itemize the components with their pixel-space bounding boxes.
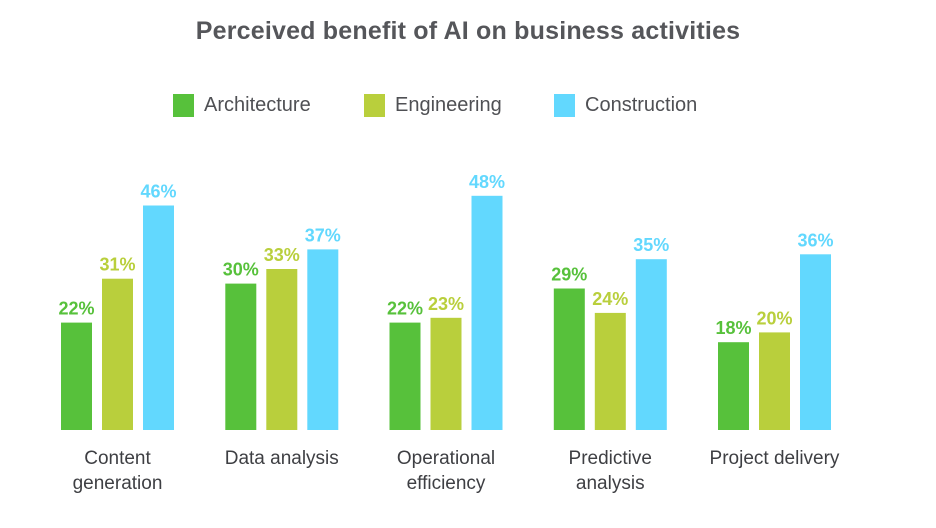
legend-item-construction: Construction	[554, 91, 697, 119]
legend-swatch-construction	[554, 93, 575, 117]
data-label-engineering-operational-efficiency: 23%	[428, 294, 464, 314]
category-label-line: Operational	[396, 448, 496, 469]
category-label-line: Predictive	[568, 448, 652, 469]
bar-architecture-content-generation	[61, 322, 92, 430]
bar-group-project-delivery: 18% 20% 36%	[715, 230, 834, 430]
legend-label-engineering: Engineering	[395, 93, 502, 116]
category-label-data-analysis: Data analysis	[202, 446, 362, 471]
chart-legend: Architecture Engineering Construction	[0, 91, 936, 119]
category-label-line: Content	[84, 448, 151, 469]
bar-engineering-operational-efficiency	[430, 317, 462, 430]
category-label-predictive-analysis: Predictive analysis	[530, 446, 690, 496]
bar-engineering-data-analysis	[266, 269, 298, 430]
bar-architecture-project-delivery	[718, 342, 749, 430]
category-label-line: Data analysis	[224, 448, 339, 469]
bar-group-data-analysis: 30%33%37%	[223, 225, 341, 430]
data-label-engineering-project-delivery: 20%	[756, 308, 792, 328]
category-label-line: generation	[72, 473, 163, 494]
bar-construction-project-delivery	[800, 254, 831, 430]
data-label-construction-project-delivery: 36%	[797, 230, 833, 250]
data-label-architecture-content-generation: 22%	[58, 299, 94, 319]
bar-construction-predictive-analysis	[635, 259, 667, 430]
bar-engineering-content-generation	[102, 278, 133, 430]
legend-item-architecture: Architecture	[173, 91, 311, 119]
data-label-construction-operational-efficiency: 48%	[469, 172, 505, 192]
data-label-architecture-project-delivery: 18%	[715, 318, 751, 338]
data-label-construction-predictive-analysis: 35%	[633, 235, 669, 255]
bar-construction-data-analysis	[307, 249, 339, 430]
legend-swatch-architecture	[173, 93, 194, 117]
data-label-architecture-data-analysis: 30%	[223, 260, 259, 280]
bar-engineering-predictive-analysis	[594, 312, 626, 430]
category-label-project-delivery: Project delivery	[695, 446, 855, 471]
bar-architecture-data-analysis	[225, 283, 257, 430]
bar-group-content-generation: 22% 31% 46%	[58, 182, 177, 430]
data-label-construction-content-generation: 46%	[140, 182, 176, 202]
legend-swatch-engineering	[364, 93, 385, 117]
data-label-engineering-data-analysis: 33%	[264, 245, 300, 265]
data-label-architecture-predictive-analysis: 29%	[551, 265, 587, 285]
bar-architecture-operational-efficiency	[389, 322, 421, 430]
data-label-engineering-predictive-analysis: 24%	[592, 289, 628, 309]
bar-group-predictive-analysis: 29%24% 35%	[551, 235, 669, 430]
data-label-engineering-content-generation: 31%	[99, 255, 135, 275]
category-label-line: efficiency	[406, 473, 486, 494]
chart-title: Perceived benefit of AI on business acti…	[195, 17, 741, 45]
category-label-operational-efficiency: Operational efficiency	[366, 446, 526, 496]
bar-group-operational-efficiency: 22% 23% 48%	[387, 172, 505, 430]
bar-construction-operational-efficiency	[471, 195, 503, 430]
category-label-line: Project delivery	[709, 448, 840, 469]
legend-label-construction: Construction	[585, 93, 698, 116]
legend-item-engineering: Engineering	[364, 91, 502, 119]
category-label-content-generation: Content generation	[38, 446, 198, 496]
bar-engineering-project-delivery	[759, 332, 790, 430]
data-label-architecture-operational-efficiency: 22%	[387, 299, 423, 319]
bar-architecture-predictive-analysis	[553, 288, 585, 430]
data-label-construction-data-analysis: 37%	[305, 225, 341, 245]
legend-label-architecture: Architecture	[204, 93, 311, 116]
category-label-line: analysis	[575, 473, 645, 494]
bar-construction-content-generation	[143, 205, 174, 430]
